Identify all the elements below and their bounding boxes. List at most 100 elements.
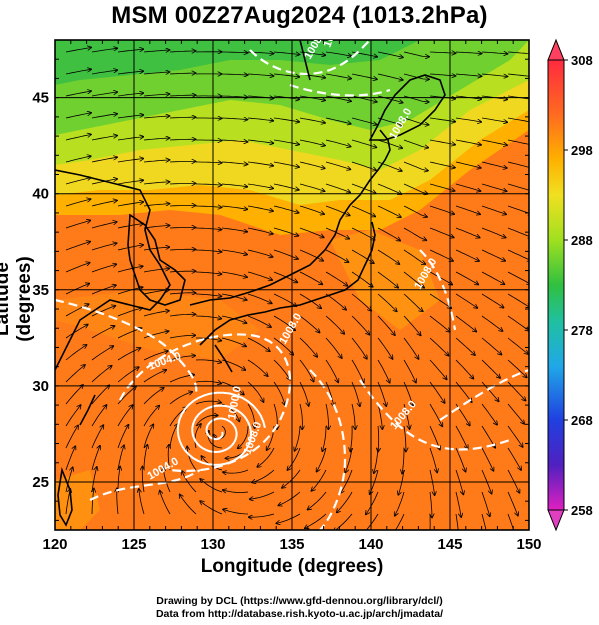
streamline xyxy=(351,117,377,125)
streamline xyxy=(65,220,90,229)
streamline xyxy=(507,227,529,238)
streamline xyxy=(169,51,196,52)
streamline xyxy=(398,469,405,495)
y-tick-label: 25 xyxy=(32,474,49,491)
streamline xyxy=(247,183,273,188)
streamline xyxy=(299,227,324,237)
streamline xyxy=(247,315,271,327)
streamline xyxy=(143,160,170,162)
streamline xyxy=(65,385,83,405)
streamline xyxy=(169,335,195,339)
streamline xyxy=(481,293,504,308)
y-tick-label: 45 xyxy=(32,90,49,107)
streamline xyxy=(117,180,143,185)
streamline xyxy=(247,117,273,121)
streamline xyxy=(247,74,274,76)
streamline xyxy=(91,157,117,163)
streamline xyxy=(247,403,255,428)
streamline xyxy=(143,225,170,229)
streamline xyxy=(143,72,170,74)
streamline xyxy=(195,228,222,230)
streamline xyxy=(117,367,139,383)
streamline xyxy=(117,115,143,119)
streamline xyxy=(221,381,244,395)
streamline xyxy=(117,202,143,207)
streamline xyxy=(351,73,377,79)
streamline xyxy=(299,271,322,284)
streamline xyxy=(143,50,170,52)
streamline xyxy=(273,205,299,213)
streamline xyxy=(481,161,507,168)
colorbar: 308 298 288 278 268 258 xyxy=(547,38,593,532)
colorbar-tick-label: 258 xyxy=(571,503,593,518)
streamline xyxy=(65,489,70,515)
streamline xyxy=(169,205,196,206)
streamline xyxy=(507,359,527,377)
streamline xyxy=(455,491,461,517)
colorbar-tick-label: 268 xyxy=(571,413,593,428)
streamline xyxy=(351,293,371,311)
figure-title: MSM 00Z27Aug2024 (1013.2hPa) xyxy=(111,2,488,29)
streamline xyxy=(238,425,249,448)
streamline xyxy=(143,406,159,427)
streamline xyxy=(507,381,526,401)
streamline xyxy=(377,139,402,148)
streamline xyxy=(91,70,117,75)
streamline xyxy=(139,489,145,515)
streamline xyxy=(455,139,481,145)
streamline xyxy=(429,359,447,379)
y-axis-title: Latitude (degrees) xyxy=(0,256,35,342)
streamline xyxy=(143,311,169,317)
streamline xyxy=(455,337,475,355)
streamline xyxy=(221,74,248,75)
streamline xyxy=(273,293,297,306)
streamline xyxy=(143,269,169,273)
streamline xyxy=(350,425,352,452)
streamline xyxy=(65,69,91,75)
streamline xyxy=(247,271,272,280)
streamline xyxy=(481,337,502,355)
streamline xyxy=(481,315,503,331)
streamline xyxy=(65,263,90,273)
streamline xyxy=(117,137,143,141)
streamline xyxy=(273,227,298,236)
streamline xyxy=(195,401,221,404)
streamline xyxy=(247,205,273,211)
streamline xyxy=(65,134,91,141)
streamline xyxy=(91,385,109,405)
streamline xyxy=(117,348,141,361)
streamline xyxy=(276,513,301,523)
streamline xyxy=(351,249,374,263)
streamline xyxy=(378,425,379,452)
streamline xyxy=(429,249,453,261)
streamline xyxy=(169,271,196,272)
streamline xyxy=(481,73,508,77)
streamline xyxy=(351,403,355,429)
streamline xyxy=(404,425,406,452)
streamline xyxy=(117,386,136,405)
streamline xyxy=(507,513,515,530)
streamline xyxy=(305,513,327,528)
x-tick-label: 145 xyxy=(437,536,462,553)
streamline xyxy=(169,73,196,74)
streamline xyxy=(65,304,89,317)
streamline xyxy=(325,139,351,147)
streamline xyxy=(455,205,480,214)
streamline xyxy=(91,264,116,273)
streamline xyxy=(351,337,367,359)
streamline xyxy=(403,227,426,240)
streamline xyxy=(455,359,474,379)
streamline xyxy=(481,52,508,54)
streamline xyxy=(65,467,73,493)
streamline xyxy=(65,178,91,185)
coastlines xyxy=(55,40,446,527)
streamline xyxy=(299,249,323,261)
streamline xyxy=(65,199,91,207)
streamline xyxy=(351,315,369,335)
streamline xyxy=(169,183,196,184)
x-tick-label: 135 xyxy=(279,536,304,553)
streamline xyxy=(507,51,529,55)
streamline xyxy=(221,96,248,97)
streamline xyxy=(377,73,403,80)
